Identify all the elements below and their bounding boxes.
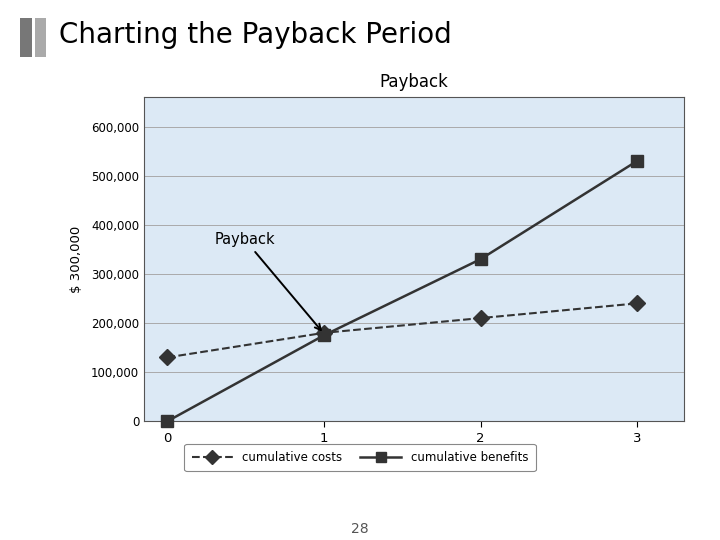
Title: Payback: Payback — [379, 73, 449, 91]
Text: Payback: Payback — [215, 232, 321, 330]
Text: 28: 28 — [351, 522, 369, 536]
Legend: cumulative costs, cumulative benefits: cumulative costs, cumulative benefits — [184, 444, 536, 471]
Y-axis label: $ 300,000: $ 300,000 — [70, 226, 83, 293]
Text: Charting the Payback Period: Charting the Payback Period — [59, 21, 451, 49]
X-axis label: Year: Year — [397, 451, 431, 467]
